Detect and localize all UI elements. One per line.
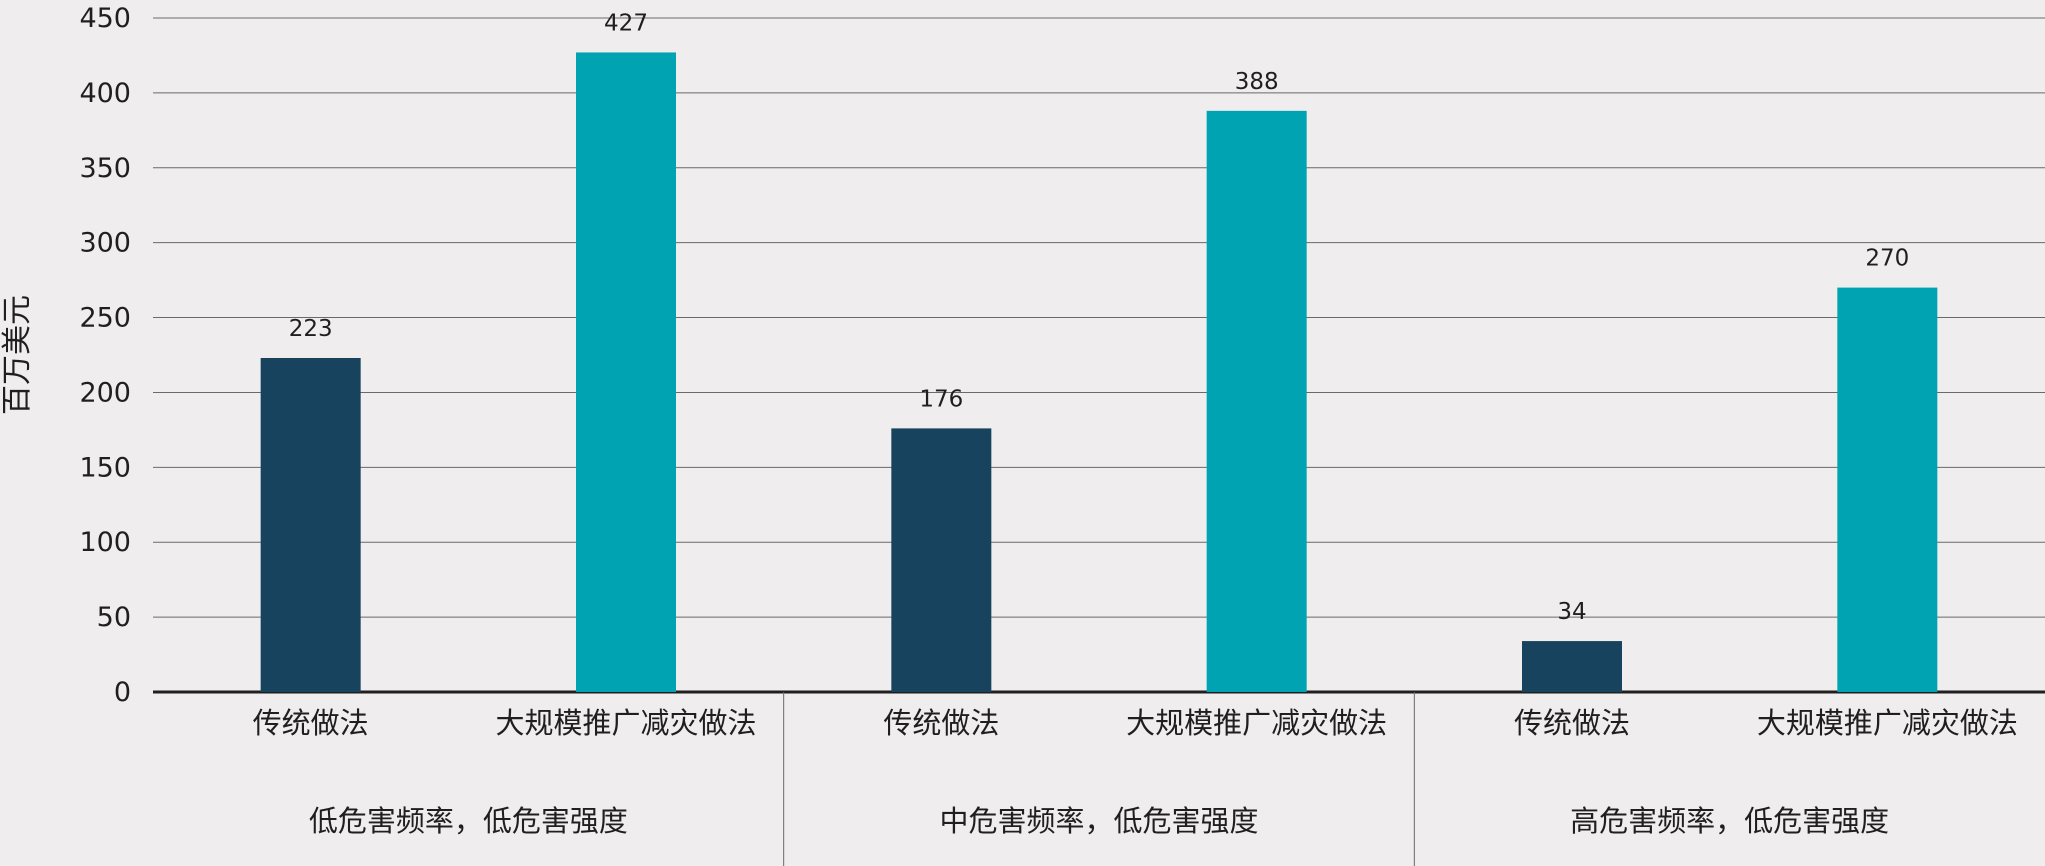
category-label: 大规模推广减灾做法 — [1757, 706, 2018, 740]
bars — [260, 52, 1938, 692]
y-tick-label: 400 — [79, 78, 131, 109]
data-label: 34 — [1557, 599, 1586, 625]
y-tick-label: 50 — [97, 602, 131, 633]
y-tick-label: 0 — [114, 677, 131, 708]
bar — [891, 428, 992, 692]
y-tick-label: 150 — [79, 452, 131, 483]
data-label: 176 — [919, 386, 963, 412]
category-label: 传统做法 — [1514, 706, 1630, 740]
bar — [260, 357, 361, 692]
data-label: 388 — [1235, 69, 1279, 95]
y-tick-label: 100 — [79, 527, 131, 558]
y-tick-label: 450 — [79, 3, 131, 34]
bar — [1837, 287, 1938, 692]
y-axis-title: 百万美元 — [0, 295, 35, 415]
category-label: 传统做法 — [883, 706, 999, 740]
group-label: 高危害频率，低危害强度 — [1570, 804, 1889, 838]
y-tick-label: 300 — [79, 228, 131, 259]
bar — [1522, 641, 1622, 692]
group-label: 低危害频率，低危害强度 — [309, 804, 628, 838]
y-tick-label: 200 — [79, 377, 131, 408]
group-label: 中危害频率，低危害强度 — [939, 804, 1258, 838]
category-label: 传统做法 — [253, 706, 369, 740]
labels: 0 50 100 150 200 250 300 350 400 450 223 传统做法 427 大规模… — [79, 3, 2017, 838]
category-label: 大规模推广减灾做法 — [495, 706, 756, 740]
y-tick-label: 350 — [79, 153, 131, 184]
gridlines — [153, 17, 2045, 866]
data-label: 223 — [289, 316, 333, 342]
bar — [1206, 110, 1307, 692]
category-label: 大规模推广减灾做法 — [1126, 706, 1387, 740]
data-label: 427 — [604, 10, 648, 36]
y-tick-label: 250 — [79, 303, 131, 334]
data-label: 270 — [1865, 246, 1909, 272]
bar — [576, 52, 676, 692]
